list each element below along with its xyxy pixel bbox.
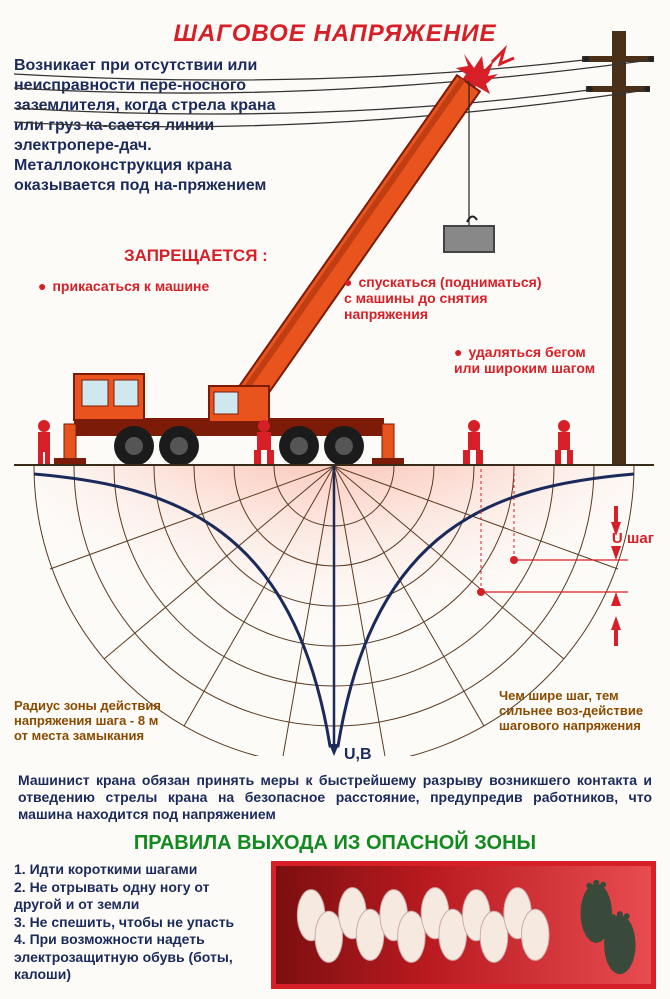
rule-2: 2. Не отрывать одну ногу от другой и от …: [14, 879, 259, 914]
prohibited-item-3: удаляться бегом или широким шагом: [454, 344, 614, 376]
rules-heading: ПРАВИЛА ВЫХОДА ИЗ ОПАСНОЙ ЗОНЫ: [14, 832, 656, 855]
rule-4: 4. При возможности надеть электрозащитну…: [14, 931, 259, 984]
rules-row: 1. Идти короткими шагами 2. Не отрывать …: [14, 861, 656, 989]
safety-poster: ШАГОВОЕ НАПРЯЖЕНИЕ Возникает при отсутст…: [0, 0, 670, 999]
rule-3: 3. Не спешить, чтобы не упасть: [14, 914, 259, 932]
prohibited-item-1: прикасаться к машине: [38, 278, 209, 294]
rule-1: 1. Идти короткими шагами: [14, 861, 259, 879]
scene-svg: [14, 26, 654, 466]
axis-label: U,B: [344, 746, 372, 764]
radius-note: Радиус зоны действия напряжения шага - 8…: [14, 699, 174, 744]
footprints-svg: [276, 866, 651, 984]
crane-truck-icon: [38, 75, 573, 466]
width-note: Чем шире шаг, тем сильнее воз-действие ш…: [499, 689, 654, 734]
ground-diagram: U шаг U,B Радиус зоны действия напряжени…: [14, 466, 654, 766]
crane-scene: ЗАПРЕЩАЕТСЯ : прикасаться к машине спуск…: [14, 26, 654, 466]
rules-list: 1. Идти короткими шагами 2. Не отрывать …: [14, 861, 259, 984]
operator-advice: Машинист крана обязан принять меры к быс…: [18, 772, 652, 822]
prohibited-heading: ЗАПРЕЩАЕТСЯ :: [124, 246, 268, 266]
u-step-label: U шаг: [612, 530, 654, 547]
prohibited-item-2: спускаться (подниматься) с машины до сня…: [344, 274, 544, 322]
footprints-illustration: [271, 861, 656, 989]
